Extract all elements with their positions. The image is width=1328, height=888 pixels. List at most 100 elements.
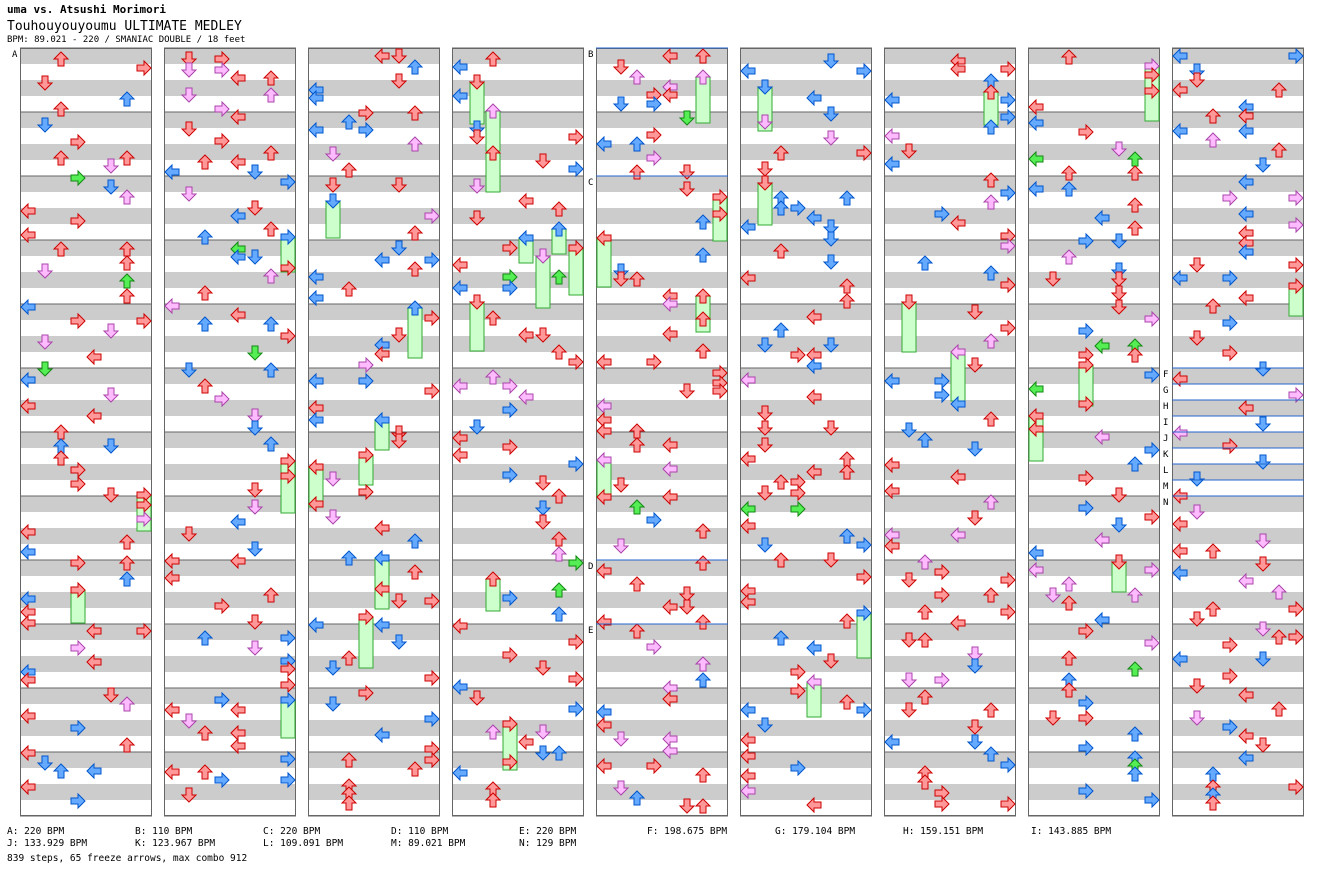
arrow-down xyxy=(612,477,630,493)
arrow-left xyxy=(452,446,468,464)
arrow-down xyxy=(390,48,408,64)
arrow-right xyxy=(136,622,152,640)
arrow-up xyxy=(484,310,502,326)
arrow-left xyxy=(884,537,900,555)
arrow-up xyxy=(118,91,136,107)
arrow-down xyxy=(102,687,120,703)
arrow-up xyxy=(628,790,646,806)
arrow-down xyxy=(612,271,630,287)
arrow-up xyxy=(484,103,502,119)
arrow-left xyxy=(884,372,900,390)
arrow-down xyxy=(36,117,54,133)
arrow-right xyxy=(1078,709,1094,727)
arrow-up xyxy=(340,650,358,666)
arrow-up xyxy=(118,571,136,587)
arrow-up xyxy=(262,145,280,161)
arrow-right xyxy=(502,715,518,733)
arrow-up xyxy=(1126,197,1144,213)
arrow-down xyxy=(390,327,408,343)
arrow-left xyxy=(662,598,678,616)
arrow-right xyxy=(790,500,806,518)
arrow-up xyxy=(1126,165,1144,181)
arrow-right xyxy=(1000,571,1016,589)
arrow-left xyxy=(308,89,324,107)
arrow-up xyxy=(628,271,646,287)
arrow-right xyxy=(934,205,950,223)
arrow-up xyxy=(550,546,568,562)
arrow-left xyxy=(20,543,36,561)
arrow-left xyxy=(20,671,36,689)
arrow-right xyxy=(280,452,296,470)
arrow-down xyxy=(534,660,552,676)
arrow-up xyxy=(262,362,280,378)
arrow-left xyxy=(1238,399,1254,417)
arrow-right xyxy=(424,751,440,769)
arrow-up xyxy=(1060,49,1078,65)
arrow-up xyxy=(406,564,424,580)
arrow-right xyxy=(1222,189,1238,207)
arrow-right xyxy=(358,104,374,122)
arrow-left xyxy=(308,121,324,139)
legend-bpm-f: F: 198.675 BPM xyxy=(647,826,728,837)
arrow-left xyxy=(20,707,36,725)
arrow-up xyxy=(982,119,1000,135)
arrow-down xyxy=(324,177,342,193)
arrow-right xyxy=(1000,237,1016,255)
arrow-left xyxy=(518,192,534,210)
arrow-down xyxy=(390,240,408,256)
arrow-down xyxy=(966,719,984,735)
arrow-right xyxy=(646,511,662,529)
arrow-left xyxy=(1028,150,1044,168)
arrow-left xyxy=(1238,686,1254,704)
arrow-right xyxy=(502,438,518,456)
arrow-right xyxy=(1288,47,1304,65)
arrow-left xyxy=(806,796,822,814)
arrow-left xyxy=(1238,173,1254,191)
arrow-right xyxy=(1078,782,1094,800)
arrow-left xyxy=(806,639,822,657)
arrow-down xyxy=(678,798,696,814)
legend-bpm-b: B: 110 BPM xyxy=(135,826,193,837)
arrow-down xyxy=(900,143,918,159)
arrow-down xyxy=(612,96,630,112)
chart-meta: BPM: 89.021 - 220 / SMANIAC DOUBLE / 18 … xyxy=(7,35,246,45)
arrow-left xyxy=(596,422,612,440)
arrow-right xyxy=(358,372,374,390)
arrow-right xyxy=(70,792,86,810)
legend-bpm-h: H: 159.151 BPM xyxy=(903,826,984,837)
arrow-left xyxy=(950,214,966,232)
arrow-up xyxy=(406,105,424,121)
arrow-right xyxy=(358,684,374,702)
arrow-up xyxy=(196,229,214,245)
arrow-up xyxy=(262,316,280,332)
arrow-left xyxy=(806,357,822,375)
arrow-down xyxy=(822,653,840,669)
legend-bpm-m: M: 89.021 BPM xyxy=(391,838,466,849)
arrow-left xyxy=(20,371,36,389)
arrow-right xyxy=(1078,739,1094,757)
arrow-down xyxy=(246,200,264,216)
arrow-right xyxy=(1078,123,1094,141)
arrow-right xyxy=(856,568,872,586)
arrow-left xyxy=(1028,380,1044,398)
arrow-right xyxy=(1078,356,1094,374)
arrow-right xyxy=(70,133,86,151)
legend-bpm-i: I: 143.885 BPM xyxy=(1031,826,1112,837)
arrow-up xyxy=(772,474,790,490)
arrow-left xyxy=(662,460,678,478)
arrow-right xyxy=(1144,508,1160,526)
arrow-right xyxy=(214,61,230,79)
arrow-left xyxy=(884,127,900,145)
arrow-left xyxy=(308,411,324,429)
arrow-right xyxy=(856,62,872,80)
arrow-down xyxy=(822,337,840,353)
arrow-left xyxy=(452,617,468,635)
arrow-right xyxy=(1078,469,1094,487)
arrow-up xyxy=(694,614,712,630)
arrow-right xyxy=(856,536,872,554)
arrow-right xyxy=(136,59,152,77)
arrow-left xyxy=(596,135,612,153)
arrow-right xyxy=(214,132,230,150)
arrow-left xyxy=(662,488,678,506)
arrow-left xyxy=(740,517,756,535)
